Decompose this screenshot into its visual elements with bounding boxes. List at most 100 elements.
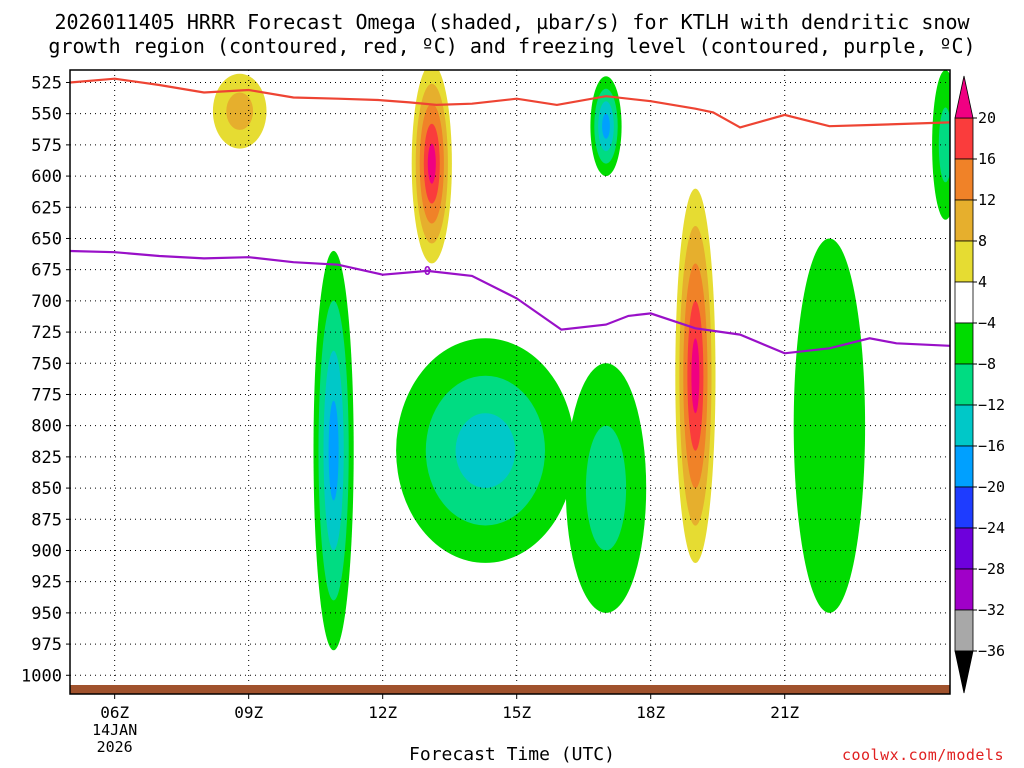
x-axis-title: Forecast Time (UTC)	[409, 744, 615, 765]
x-tick-label-15Z: 15Z	[502, 703, 531, 722]
colorbar-band-9	[954, 486, 974, 529]
y-tick-575: 575	[31, 136, 70, 156]
y-tick-label-625: 625	[31, 198, 62, 218]
chart-title-line-1: 2026011405 HRRR Forecast Omega (shaded, …	[54, 10, 970, 34]
y-tick-525: 525	[31, 73, 70, 93]
colorbar-label-7: −12	[978, 396, 1005, 414]
freezing-level-contour	[70, 249, 950, 355]
y-tick-label-925: 925	[31, 573, 62, 593]
y-tick-850: 850	[31, 479, 70, 499]
y-tick-625: 625	[31, 198, 70, 218]
y-tick-label-775: 775	[31, 385, 62, 405]
colorbar-label-0: 20	[978, 109, 996, 127]
x-tick-15Z: 15Z	[502, 694, 532, 722]
y-tick-label-525: 525	[31, 73, 62, 93]
colorbar-band-8	[954, 445, 974, 488]
colorbar-label-6: −8	[978, 355, 996, 373]
credit-link[interactable]: coolwx.com/models	[841, 746, 1004, 764]
x-tick-label-09Z: 09Z	[234, 703, 263, 722]
x-tick-09Z: 09Z	[234, 694, 263, 722]
colorbar-label-3: 8	[978, 232, 987, 250]
y-tick-750: 750	[31, 354, 70, 374]
y-tick-800: 800	[31, 417, 70, 437]
colorbar-min-arrow	[954, 650, 974, 694]
y-tick-1000: 1000	[21, 666, 70, 686]
y-tick-975: 975	[31, 635, 70, 655]
colorbar-band-6	[954, 363, 974, 406]
colorbar-label-9: −20	[978, 478, 1005, 496]
colorbar-band-11	[954, 568, 974, 611]
y-tick-925: 925	[31, 573, 70, 593]
dendritic-growth-contour	[70, 77, 950, 129]
omega-cell-0-band-3	[328, 400, 339, 501]
y-tick-875: 875	[31, 510, 70, 530]
y-tick-label-875: 875	[31, 510, 62, 530]
colorbar-band-10	[954, 527, 974, 570]
y-tick-label-1000: 1000	[21, 666, 62, 686]
omega-cell-4-band-4	[427, 143, 436, 184]
colorbar-band-3	[954, 240, 974, 283]
y-axis: 525 550 575 600 625 650 675 700 725 750 775 800 825 8…	[21, 73, 70, 686]
y-tick-label-800: 800	[31, 417, 62, 437]
y-tick-label-975: 975	[31, 635, 62, 655]
omega-cell-5-band-4	[691, 338, 700, 414]
y-tick-label-650: 650	[31, 229, 62, 249]
x-tick-label-21Z: 21Z	[770, 703, 799, 722]
omega-shaded-field	[212, 70, 950, 651]
colorbar-band-2	[954, 199, 974, 242]
colorbar-band-0	[954, 117, 974, 160]
y-tick-650: 650	[31, 229, 70, 249]
colorbar: 20 16 12 8 4 −4 −8 −12 −16 −20 −24 −28 −32 −36	[954, 75, 1005, 694]
y-tick-725: 725	[31, 323, 70, 343]
y-tick-label-725: 725	[31, 323, 62, 343]
x-tick-label-12Z: 12Z	[368, 703, 397, 722]
y-tick-675: 675	[31, 261, 70, 281]
x-tick-label-06Z: 06Z	[100, 703, 129, 722]
x-tick-sublabel-0: 14JAN	[92, 721, 137, 739]
colorbar-label-13: −36	[978, 642, 1005, 660]
y-tick-label-600: 600	[31, 167, 62, 187]
omega-cell-3-band-3	[602, 113, 610, 139]
y-tick-600: 600	[31, 167, 70, 187]
y-tick-950: 950	[31, 604, 70, 624]
contour-lines: 0	[70, 77, 950, 355]
colorbar-band-5	[954, 322, 974, 365]
colorbar-max-arrow	[954, 75, 974, 119]
omega-cell-1-band-2	[455, 413, 516, 488]
chart-title-line-2: growth region (contoured, red, ºC) and f…	[48, 34, 976, 58]
y-tick-label-700: 700	[31, 292, 62, 312]
omega-cell-6-band-1	[226, 92, 254, 130]
colorbar-label-5: −4	[978, 314, 996, 332]
terrain-ground	[70, 685, 950, 694]
y-tick-label-675: 675	[31, 261, 62, 281]
y-tick-label-825: 825	[31, 448, 62, 468]
freezing-level-label: 0	[424, 264, 431, 278]
colorbar-label-11: −28	[978, 560, 1005, 578]
y-tick-label-750: 750	[31, 354, 62, 374]
colorbar-band-4	[954, 281, 974, 324]
colorbar-label-2: 12	[978, 191, 996, 209]
colorbar-label-4: 4	[978, 273, 987, 291]
y-tick-700: 700	[31, 292, 70, 312]
y-tick-label-550: 550	[31, 105, 62, 125]
y-tick-775: 775	[31, 385, 70, 405]
colorbar-label-12: −32	[978, 601, 1005, 619]
y-tick-900: 900	[31, 541, 70, 561]
colorbar-label-1: 16	[978, 150, 996, 168]
x-tick-18Z: 18Z	[636, 694, 666, 722]
colorbar-band-1	[954, 158, 974, 201]
plot-frame	[69, 69, 951, 695]
x-tick-sublabel-1: 2026	[97, 738, 133, 756]
omega-cell-7-band-0	[793, 238, 866, 613]
x-tick-label-18Z: 18Z	[636, 703, 665, 722]
x-tick-21Z: 21Z	[770, 694, 800, 722]
y-tick-550: 550	[31, 105, 70, 125]
colorbar-label-10: −24	[978, 519, 1005, 537]
x-tick-12Z: 12Z	[368, 694, 398, 722]
y-tick-label-575: 575	[31, 136, 62, 156]
colorbar-band-7	[954, 404, 974, 447]
y-tick-label-850: 850	[31, 479, 62, 499]
y-tick-label-950: 950	[31, 604, 62, 624]
